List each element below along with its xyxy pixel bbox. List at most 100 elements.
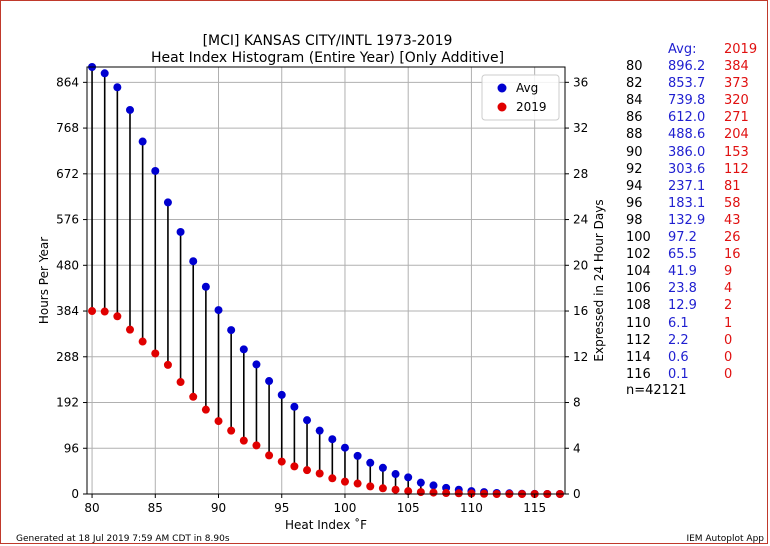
avg-point bbox=[201, 282, 210, 291]
avg-point bbox=[252, 360, 261, 369]
legend-2019-marker bbox=[497, 102, 507, 112]
avg-cell: 488.6 bbox=[668, 127, 706, 143]
temperature-cell: 102 bbox=[626, 247, 651, 263]
y-axis-label: Hours Per Year bbox=[37, 237, 51, 324]
year-2019-point bbox=[265, 451, 274, 460]
avg-cell: 0.6 bbox=[668, 349, 689, 365]
temperature-cell: 106 bbox=[626, 281, 651, 297]
avg-point bbox=[189, 257, 198, 266]
table-row: 104 41.9 9 bbox=[618, 263, 768, 280]
temperature-cell: 96 bbox=[626, 195, 643, 211]
avg-point bbox=[227, 326, 236, 335]
plot-area-border bbox=[86, 66, 566, 495]
avg-point bbox=[328, 435, 337, 444]
app-credit: IEM Autoplot App bbox=[686, 534, 764, 544]
y-tick-label: 0 bbox=[71, 487, 79, 501]
table-row: 84 739.8 320 bbox=[618, 92, 768, 109]
y2-tick-label: 16 bbox=[573, 304, 588, 318]
x-tick-label: 80 bbox=[84, 501, 99, 515]
year-2019-cell: 16 bbox=[724, 247, 741, 263]
year-2019-point bbox=[88, 307, 97, 316]
temperature-cell: 82 bbox=[626, 76, 643, 92]
year-2019-point bbox=[328, 474, 337, 483]
year-2019-cell: 43 bbox=[724, 212, 741, 228]
table-row: 82 853.7 373 bbox=[618, 75, 768, 92]
year-2019-point bbox=[391, 485, 400, 494]
year-2019-point bbox=[416, 488, 425, 497]
temperature-cell: 86 bbox=[626, 110, 643, 126]
table-row: 80 896.2 384 bbox=[618, 58, 768, 75]
sample-count: n=42121 bbox=[626, 382, 687, 398]
avg-cell: 853.7 bbox=[668, 76, 706, 92]
avg-cell: 237.1 bbox=[668, 178, 706, 194]
avg-point bbox=[378, 463, 387, 472]
table-row: 112 2.2 0 bbox=[618, 332, 768, 349]
avg-cell: 2.2 bbox=[668, 332, 689, 348]
year-2019-cell: 204 bbox=[724, 127, 749, 143]
avg-cell: 6.1 bbox=[668, 315, 689, 331]
x-tick-label: 90 bbox=[211, 501, 226, 515]
header-2019: 2019 bbox=[724, 42, 758, 57]
year-2019-cell: 0 bbox=[724, 366, 733, 382]
avg-point bbox=[163, 198, 172, 207]
avg-cell: 612.0 bbox=[668, 110, 706, 126]
temperature-cell: 110 bbox=[626, 315, 651, 331]
year-2019-point bbox=[378, 484, 387, 493]
temperature-cell: 94 bbox=[626, 178, 643, 194]
avg-cell: 23.8 bbox=[668, 281, 697, 297]
temperature-cell: 80 bbox=[626, 59, 643, 75]
year-2019-point bbox=[151, 349, 160, 358]
year-2019-point bbox=[252, 441, 261, 450]
y-tick-label: 768 bbox=[56, 121, 79, 135]
y-tick-label: 96 bbox=[64, 441, 79, 455]
avg-point bbox=[100, 69, 109, 78]
year-2019-point bbox=[315, 469, 324, 478]
year-2019-cell: 112 bbox=[724, 161, 749, 177]
avg-point bbox=[113, 83, 122, 92]
avg-point bbox=[404, 473, 413, 482]
temperature-cell: 90 bbox=[626, 144, 643, 160]
temperature-cell: 98 bbox=[626, 212, 643, 228]
year-2019-point bbox=[277, 457, 286, 466]
x-tick-label: 110 bbox=[460, 501, 483, 515]
y-tick-label: 288 bbox=[56, 350, 79, 364]
year-2019-point bbox=[239, 436, 248, 445]
temperature-cell: 112 bbox=[626, 332, 651, 348]
avg-point bbox=[353, 451, 362, 460]
avg-point bbox=[125, 105, 134, 114]
table-row: 86 612.0 271 bbox=[618, 109, 768, 126]
legend-avg-label: Avg bbox=[516, 81, 538, 95]
x-tick-label: 95 bbox=[274, 501, 289, 515]
y2-tick-label: 12 bbox=[573, 350, 588, 364]
avg-point bbox=[340, 443, 349, 452]
avg-cell: 41.9 bbox=[668, 264, 697, 280]
year-2019-point bbox=[290, 462, 299, 471]
avg-point bbox=[391, 470, 400, 479]
table-row: 98 132.9 43 bbox=[618, 212, 768, 229]
y2-tick-label: 36 bbox=[573, 75, 588, 89]
avg-point bbox=[151, 166, 160, 175]
year-2019-point bbox=[201, 405, 210, 414]
y2-axis-label: Expressed in 24 Hour Days bbox=[592, 199, 606, 361]
table-row: 106 23.8 4 bbox=[618, 280, 768, 297]
avg-point bbox=[429, 481, 438, 490]
table-row: 94 237.1 81 bbox=[618, 178, 768, 195]
y-tick-label: 864 bbox=[56, 75, 79, 89]
year-2019-cell: 153 bbox=[724, 144, 749, 160]
year-2019-cell: 4 bbox=[724, 281, 733, 297]
table-rows: 80 896.2 384 82 853.7 373 84 739.8 320 86 612.0 271… bbox=[618, 58, 768, 383]
avg-cell: 65.5 bbox=[668, 247, 697, 263]
y2-tick-label: 32 bbox=[573, 121, 588, 135]
legend-avg-marker bbox=[497, 83, 507, 93]
avg-cell: 303.6 bbox=[668, 161, 706, 177]
table-row: 88 488.6 204 bbox=[618, 126, 768, 143]
table-row: 96 183.1 58 bbox=[618, 195, 768, 212]
temperature-cell: 114 bbox=[626, 349, 651, 365]
x-axis-label: Heat Index ˚F bbox=[285, 517, 367, 532]
year-2019-cell: 0 bbox=[724, 349, 733, 365]
x-tick-label: 115 bbox=[523, 501, 546, 515]
summary-table: Avg: 2019 80 896.2 384 82 853.7 373 84 739.8 320… bbox=[618, 41, 768, 398]
table-row: 108 12.9 2 bbox=[618, 297, 768, 314]
